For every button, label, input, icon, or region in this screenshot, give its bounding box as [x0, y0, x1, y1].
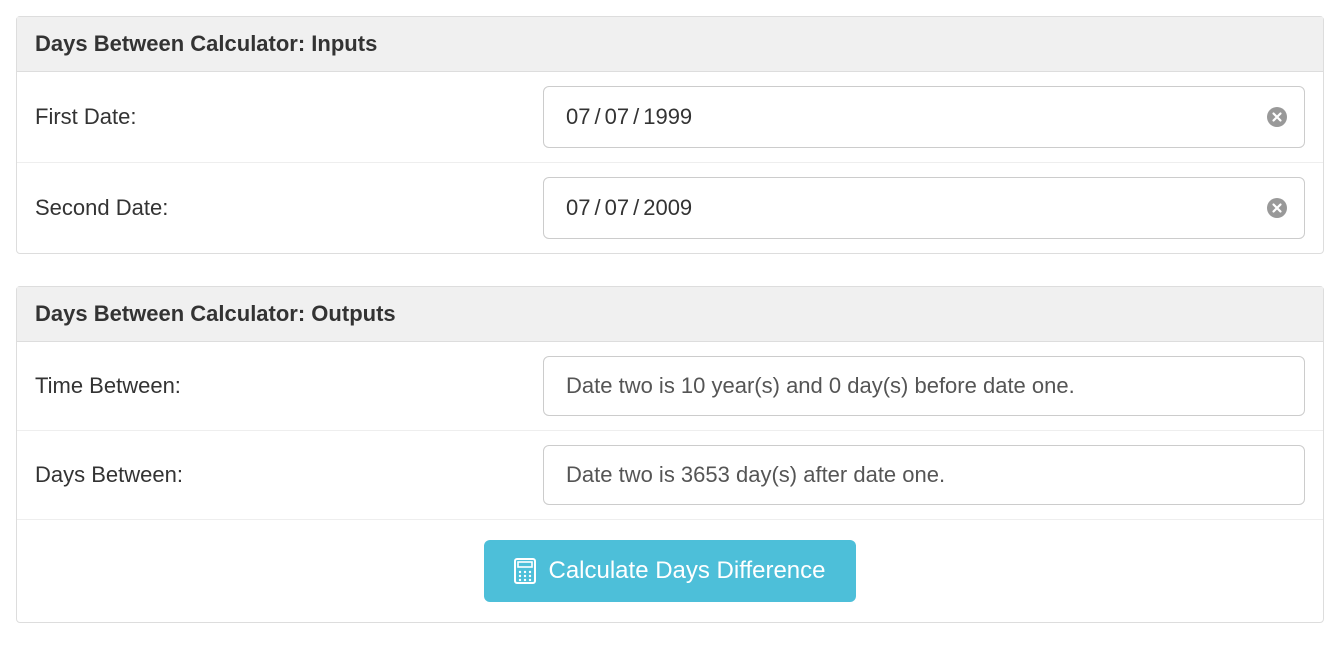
outputs-header: Days Between Calculator: Outputs [17, 287, 1323, 342]
time-between-row: Time Between: Date two is 10 year(s) and… [17, 342, 1323, 431]
clear-icon [1267, 198, 1287, 218]
button-row: Calculate Days Difference [17, 520, 1323, 622]
inputs-header: Days Between Calculator: Inputs [17, 17, 1323, 72]
inputs-panel: Days Between Calculator: Inputs First Da… [16, 16, 1324, 254]
second-date-input[interactable]: 07 / 07 / 2009 [543, 177, 1305, 239]
first-date-month[interactable]: 07 [566, 104, 590, 130]
days-between-label: Days Between: [35, 462, 543, 488]
first-date-year[interactable]: 1999 [643, 104, 692, 130]
second-date-month[interactable]: 07 [566, 195, 590, 221]
first-date-label: First Date: [35, 104, 543, 130]
first-date-day[interactable]: 07 [605, 104, 629, 130]
second-date-day[interactable]: 07 [605, 195, 629, 221]
first-date-row: First Date: 07 / 07 / 1999 [17, 72, 1323, 163]
days-between-row: Days Between: Date two is 3653 day(s) af… [17, 431, 1323, 520]
first-date-clear-button[interactable] [1267, 107, 1287, 127]
second-date-year[interactable]: 2009 [643, 195, 692, 221]
time-between-label: Time Between: [35, 373, 543, 399]
calculate-button[interactable]: Calculate Days Difference [484, 540, 855, 602]
clear-icon [1267, 107, 1287, 127]
first-date-input[interactable]: 07 / 07 / 1999 [543, 86, 1305, 148]
calculate-button-label: Calculate Days Difference [548, 557, 825, 585]
second-date-label: Second Date: [35, 195, 543, 221]
second-date-clear-button[interactable] [1267, 198, 1287, 218]
outputs-panel: Days Between Calculator: Outputs Time Be… [16, 286, 1324, 623]
time-between-output: Date two is 10 year(s) and 0 day(s) befo… [543, 356, 1305, 416]
calculator-icon [514, 558, 536, 584]
days-between-output: Date two is 3653 day(s) after date one. [543, 445, 1305, 505]
second-date-row: Second Date: 07 / 07 / 2009 [17, 163, 1323, 253]
